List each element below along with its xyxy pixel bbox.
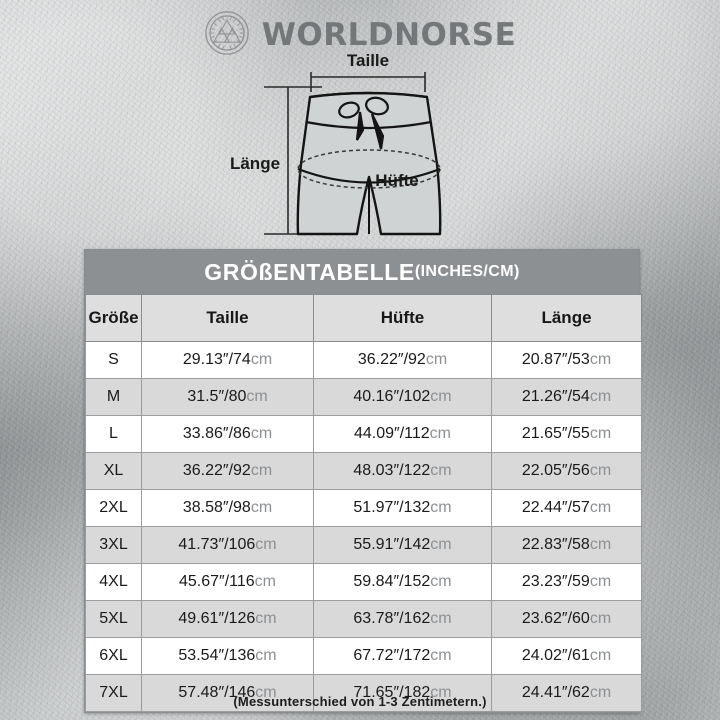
cell-length: 20.87″/53cm: [491, 341, 642, 379]
cell-size: S: [85, 341, 142, 379]
table-row: 2XL 38.58″/98cm 51.97″/132cm 22.44″/57cm: [85, 489, 642, 527]
cell-length: 21.26″/54cm: [491, 378, 642, 416]
cell-size: 6XL: [85, 637, 142, 675]
cell-length: 22.05″/56cm: [491, 452, 642, 490]
cell-length: 23.62″/60cm: [491, 600, 642, 638]
shorts-measurement-diagram: Taille Länge: [0, 44, 720, 249]
measurement-footnote: (Messunterschied von 1-3 Zentimetern.): [233, 694, 487, 709]
cell-hip: 40.16″/102cm: [313, 378, 492, 416]
size-chart-title-bar: GRÖßENTABELLE (INCHES/CM): [85, 250, 639, 294]
hip-label: Hüfte: [375, 171, 418, 190]
cell-waist: 36.22″/92cm: [141, 452, 314, 490]
brand-name: WORLDNORSE: [261, 16, 517, 53]
waist-label: Taille: [347, 51, 389, 70]
cell-hip: 36.22″/92cm: [313, 341, 492, 379]
cell-hip: 67.72″/172cm: [313, 637, 492, 675]
cell-waist: 49.61″/126cm: [141, 600, 314, 638]
waist-measure-line: [310, 72, 426, 92]
cell-waist: 38.58″/98cm: [141, 489, 314, 527]
size-chart-units: (INCHES/CM): [414, 263, 520, 280]
table-row: 5XL 49.61″/126cm 63.78″/162cm 23.62″/60cm: [85, 600, 642, 638]
table-body: S 29.13″/74cm 36.22″/92cm 20.87″/53cm M 31.5″…: [85, 341, 642, 712]
cell-size: XL: [85, 452, 142, 490]
cell-hip: 51.97″/132cm: [313, 489, 492, 527]
cell-length: 23.23″/59cm: [491, 563, 642, 601]
cell-hip: 55.91″/142cm: [313, 526, 492, 564]
cell-size: 2XL: [85, 489, 142, 527]
cell-length: 24.41″/62cm: [491, 674, 642, 712]
cell-length: 22.83″/58cm: [491, 526, 642, 564]
cell-hip: 71.65″/182cm: [313, 674, 492, 712]
cell-waist: 41.73″/106cm: [141, 526, 314, 564]
cell-waist: 45.67″/116cm: [141, 563, 314, 601]
column-header-hip: Hüfte: [313, 294, 492, 342]
table-row: M 31.5″/80cm 40.16″/102cm 21.26″/54cm: [85, 378, 642, 416]
cell-waist: 57.48″/146cm: [141, 674, 314, 712]
cell-length: 21.65″/55cm: [491, 415, 642, 453]
cell-hip: 48.03″/122cm: [313, 452, 492, 490]
valknut-circle-icon: [204, 10, 250, 61]
length-label: Länge: [230, 154, 280, 173]
cell-waist: 33.86″/86cm: [141, 415, 314, 453]
column-header-size: Größe: [85, 294, 142, 342]
cell-waist: 29.13″/74cm: [141, 341, 314, 379]
table-row: 7XL 57.48″/146cm 71.65″/182cm 24.41″/62cm: [85, 674, 642, 712]
cell-hip: 63.78″/162cm: [313, 600, 492, 638]
cell-waist: 53.54″/136cm: [141, 637, 314, 675]
cell-length: 24.02″/61cm: [491, 637, 642, 675]
table-header-row: Größe Taille Hüfte Länge: [85, 294, 642, 342]
brand-header: WORLDNORSE: [0, 8, 720, 62]
cell-size: 7XL: [85, 674, 142, 712]
table-row: 6XL 53.54″/136cm 67.72″/172cm 24.02″/61cm: [85, 637, 642, 675]
board-shorts-icon: [296, 91, 442, 236]
cell-size: 3XL: [85, 526, 142, 564]
cell-length: 22.44″/57cm: [491, 489, 642, 527]
table-row: 3XL 41.73″/106cm 55.91″/142cm 22.83″/58cm: [85, 526, 642, 564]
size-chart-title: GRÖßENTABELLE: [204, 258, 415, 285]
table-row: L 33.86″/86cm 44.09″/112cm 21.65″/55cm: [85, 415, 642, 453]
cell-hip: 44.09″/112cm: [313, 415, 492, 453]
table-row: XL 36.22″/92cm 48.03″/122cm 22.05″/56cm: [85, 452, 642, 490]
table-row: 4XL 45.67″/116cm 59.84″/152cm 23.23″/59cm: [85, 563, 642, 601]
cell-size: M: [85, 378, 142, 416]
cell-size: L: [85, 415, 142, 453]
cell-size: 5XL: [85, 600, 142, 638]
cell-size: 4XL: [85, 563, 142, 601]
cell-waist: 31.5″/80cm: [141, 378, 314, 416]
table-row: S 29.13″/74cm 36.22″/92cm 20.87″/53cm: [85, 341, 642, 379]
size-chart: GRÖßENTABELLE (INCHES/CM) Größe Taille Hü…: [84, 249, 642, 713]
size-chart-table: Größe Taille Hüfte Länge S 29.13″/74cm 36.…: [85, 294, 642, 712]
cell-hip: 59.84″/152cm: [313, 563, 492, 601]
column-header-length: Länge: [491, 294, 642, 342]
column-header-waist: Taille: [141, 294, 314, 342]
